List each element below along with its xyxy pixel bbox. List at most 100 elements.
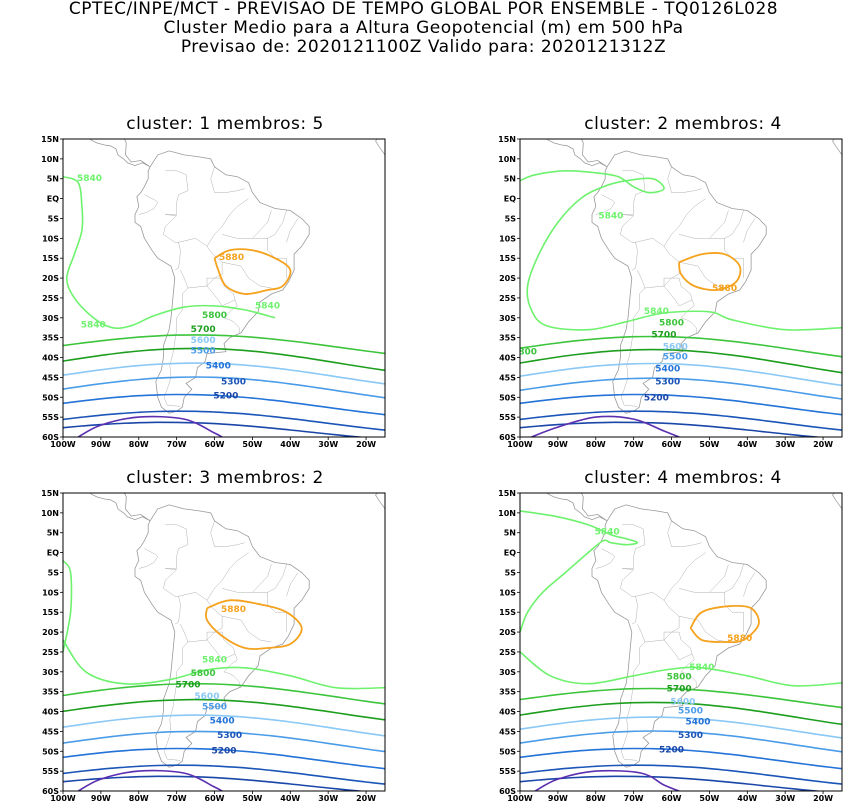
contour-5840 [520,510,639,633]
panel-title-cluster-2: cluster: 2 membros: 4 [584,114,782,134]
country-border [622,524,646,569]
country-border [680,299,695,318]
country-border [667,520,702,547]
country-border [223,671,240,688]
caribbean-island [187,125,193,127]
country-border [620,641,646,761]
contour-label: 5880 [727,634,752,644]
country-border [595,194,616,215]
lat-tick-label: 60S [499,433,516,442]
contour-label: 5800 [659,319,684,329]
contour-label: 5800 [202,311,227,321]
country-border [252,592,287,633]
lon-tick-label: 20W [356,794,376,803]
south-america-coastline [134,150,310,414]
country-border [163,641,189,761]
lon-tick-label: 80W [586,440,606,449]
lon-tick-label: 90W [548,794,568,803]
contour-label: 5880 [219,253,244,263]
central-america-coastline [89,493,151,522]
contour-label: 5500 [678,707,703,717]
lat-tick-label: 60S [499,787,516,796]
lon-tick-label: 30W [775,794,795,803]
lat-tick-label: 20S [42,274,59,283]
caribbean-island [644,479,650,481]
lon-tick-label: 50W [699,794,719,803]
lat-tick-label: 55S [42,413,59,422]
lat-tick-label: 25S [42,294,59,303]
contour-5400 [520,747,842,770]
country-border [663,198,706,247]
contour-5100 [77,769,223,791]
lon-tick-label: 40W [737,440,757,449]
country-border [206,552,249,601]
lat-tick-label: 10N [41,509,59,518]
country-border [667,166,702,193]
country-border [267,564,287,593]
contour-label: 5400 [206,362,231,372]
lat-tick-label: 40S [499,354,516,363]
lat-tick-label: 10S [499,588,516,597]
lat-tick-label: 30S [42,668,59,677]
contour-label: 5200 [213,391,238,401]
contour-5840 [520,651,842,687]
map-frame [519,492,843,792]
country-border [222,261,272,289]
contour-label: 5600 [191,336,216,346]
caribbean-island [187,479,193,481]
country-border [679,615,729,643]
contour-label: 5600 [663,343,688,353]
lon-tick-label: 60W [662,794,682,803]
contour-5700 [63,347,385,372]
contour-5880 [213,248,292,295]
lon-tick-label: 70W [167,440,187,449]
lon-tick-label: 50W [242,794,262,803]
lon-tick-label: 100W [50,794,76,803]
africa-coastline [832,493,842,510]
contour-label: 5400 [686,718,711,728]
lat-tick-label: 60S [42,787,59,796]
country-border [165,524,189,569]
contour-label: 5840 [689,663,714,673]
lat-tick-label: 50S [42,393,59,402]
panel-title-cluster-4: cluster: 4 membros: 4 [584,468,782,488]
contour-label: 5840 [202,655,227,665]
lon-tick-label: 70W [624,794,644,803]
lat-tick-label: 55S [499,767,516,776]
country-border [206,631,236,661]
contour-5400 [63,393,385,416]
country-border [206,277,236,307]
lat-tick-label: 15N [41,135,59,144]
contour-5100 [534,769,680,791]
contour-5800 [63,682,385,705]
lon-tick-label: 30W [318,794,338,803]
country-border [679,261,729,289]
contour-label: 5840 [77,174,102,184]
header-line-3: Previsao de: 2020121100Z Valido para: 20… [180,37,667,57]
contour-label: 5800 [191,669,216,679]
lat-tick-label: 15N [41,489,59,498]
lon-tick-label: 50W [699,440,719,449]
lon-tick-label: 20W [813,440,833,449]
lat-tick-label: 5N [504,529,516,538]
contour-label: 5300 [655,378,680,388]
contour-label: 5300 [221,378,246,388]
contour-5840 [520,169,842,331]
contour-5100 [77,415,223,437]
lon-tick-label: 20W [813,794,833,803]
lon-tick-label: 50W [242,440,262,449]
country-border [222,615,272,643]
country-border [222,564,272,593]
lat-tick-label: 35S [42,688,59,697]
country-border [680,317,697,334]
lon-tick-label: 90W [91,794,111,803]
country-border [635,592,680,643]
contour-label: 5700 [667,685,692,695]
lat-tick-label: 30S [42,314,59,323]
lon-tick-label: 70W [624,440,644,449]
lon-tick-label: 40W [280,794,300,803]
contour-5600 [63,362,385,385]
